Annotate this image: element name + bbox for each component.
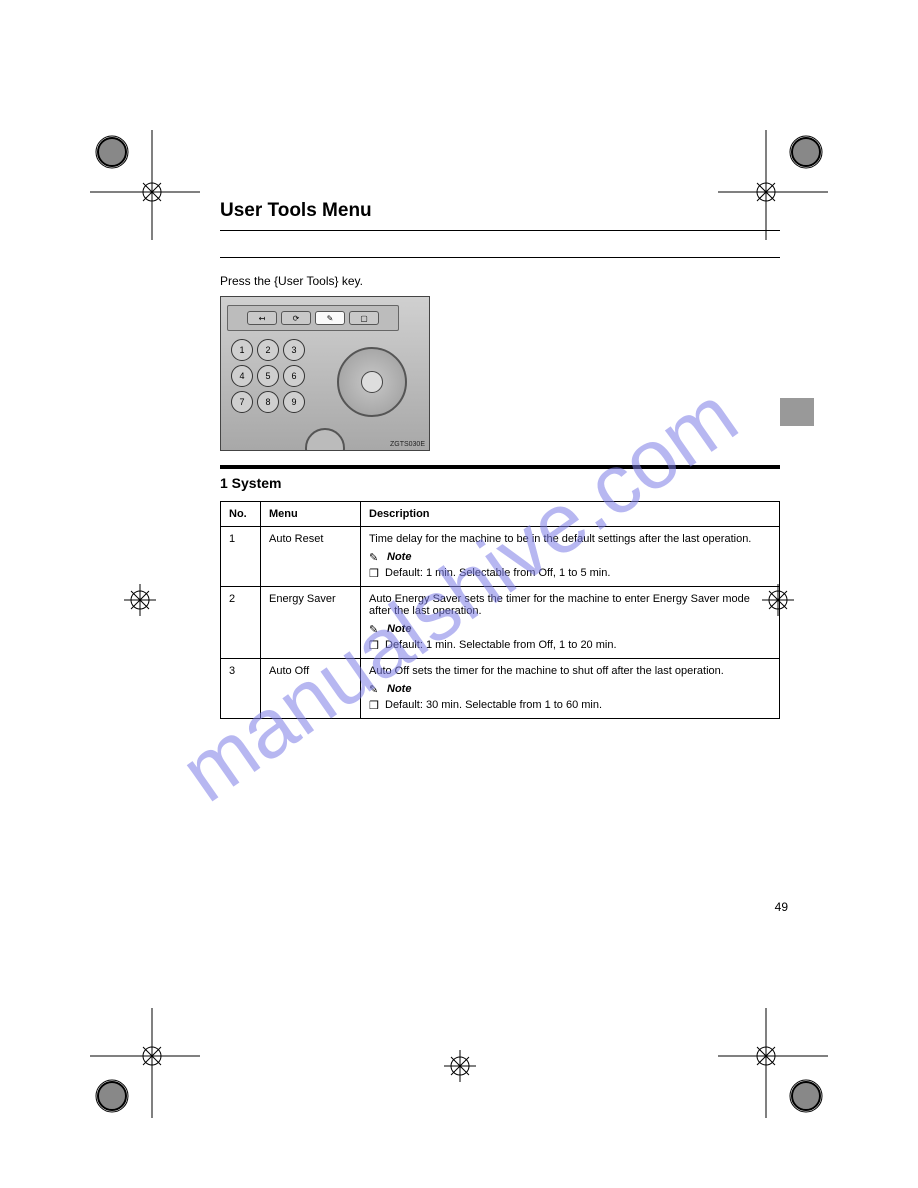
key-8: 8 <box>257 391 279 413</box>
page-root: User Tools Menu Press the {User Tools} k… <box>0 0 918 1188</box>
note-label: Note <box>387 623 411 635</box>
key-7: 7 <box>231 391 253 413</box>
note-text: Default: 30 min. Selectable from 1 to 60… <box>385 699 602 712</box>
bullet-icon: ❒ <box>369 639 379 652</box>
th-menu: Menu <box>261 502 361 527</box>
side-tab-marker <box>780 398 814 426</box>
crop-bottom-right <box>718 1008 828 1118</box>
pencil-icon: ✎ <box>369 551 381 564</box>
key-4: 4 <box>231 365 253 387</box>
note-row: ✎ Note <box>369 551 771 564</box>
cell-desc: Auto Off sets the timer for the machine … <box>361 659 780 719</box>
cell-menu: Auto Off <box>261 659 361 719</box>
note-bullet: ❒ Default: 1 min. Selectable from Off, 1… <box>369 639 771 652</box>
panel-nav-ring <box>337 347 407 417</box>
key-6: 6 <box>283 365 305 387</box>
main-content: User Tools Menu Press the {User Tools} k… <box>220 200 780 719</box>
pencil-icon: ✎ <box>369 623 381 636</box>
note-label: Note <box>387 683 411 695</box>
user-tools-table: No. Menu Description 1 Auto Reset Time d… <box>220 501 780 719</box>
bullet-icon: ❒ <box>369 699 379 712</box>
cell-no: 1 <box>221 527 261 587</box>
crosshair-left <box>120 580 160 625</box>
control-panel-illustration: ↤ ⟳ ✎ ▢ 1 2 3 4 5 6 7 8 9 ZGTS030E <box>220 296 430 451</box>
panel-knob <box>305 428 345 451</box>
panel-pill-a: ↤ <box>247 311 277 325</box>
note-bullet: ❒ Default: 30 min. Selectable from 1 to … <box>369 699 771 712</box>
cell-desc: Time delay for the machine to be in the … <box>361 527 780 587</box>
page-number: 49 <box>775 900 788 914</box>
note-row: ✎ Note <box>369 623 771 636</box>
prompt-line: Press the {User Tools} key. <box>220 274 780 288</box>
cell-no: 3 <box>221 659 261 719</box>
rule-2 <box>220 257 780 258</box>
cell-no: 2 <box>221 587 261 659</box>
note-bullet: ❒ Default: 1 min. Selectable from Off, 1… <box>369 567 771 580</box>
table-row: 3 Auto Off Auto Off sets the timer for t… <box>221 659 780 719</box>
section-divider <box>220 465 780 469</box>
illustration-code: ZGTS030E <box>390 441 425 448</box>
desc-text: Time delay for the machine to be in the … <box>369 533 771 545</box>
desc-text: Auto Off sets the timer for the machine … <box>369 665 771 677</box>
panel-keypad: 1 2 3 4 5 6 7 8 9 <box>231 339 305 413</box>
th-desc: Description <box>361 502 780 527</box>
crop-bottom-left <box>90 1008 200 1118</box>
section-subtitle: 1 System <box>220 475 780 491</box>
note-text: Default: 1 min. Selectable from Off, 1 t… <box>385 639 617 652</box>
desc-text: Auto Energy Saver sets the timer for the… <box>369 593 771 617</box>
panel-pill-highlight: ✎ <box>315 311 345 325</box>
note-label: Note <box>387 551 411 563</box>
note-text: Default: 1 min. Selectable from Off, 1 t… <box>385 567 610 580</box>
key-9: 9 <box>283 391 305 413</box>
cell-menu: Energy Saver <box>261 587 361 659</box>
table-row: 1 Auto Reset Time delay for the machine … <box>221 527 780 587</box>
crosshair-bottom <box>440 1046 480 1091</box>
rule-1 <box>220 230 780 231</box>
key-1: 1 <box>231 339 253 361</box>
table-row: 2 Energy Saver Auto Energy Saver sets th… <box>221 587 780 659</box>
panel-top-strip: ↤ ⟳ ✎ ▢ <box>227 305 399 331</box>
pencil-icon: ✎ <box>369 683 381 696</box>
cell-desc: Auto Energy Saver sets the timer for the… <box>361 587 780 659</box>
key-2: 2 <box>257 339 279 361</box>
cell-menu: Auto Reset <box>261 527 361 587</box>
panel-pill-b: ⟳ <box>281 311 311 325</box>
bullet-icon: ❒ <box>369 567 379 580</box>
crop-top-left <box>90 130 200 240</box>
note-row: ✎ Note <box>369 683 771 696</box>
key-3: 3 <box>283 339 305 361</box>
table-header-row: No. Menu Description <box>221 502 780 527</box>
panel-pill-d: ▢ <box>349 311 379 325</box>
key-5: 5 <box>257 365 279 387</box>
th-no: No. <box>221 502 261 527</box>
page-heading: User Tools Menu <box>220 200 780 222</box>
